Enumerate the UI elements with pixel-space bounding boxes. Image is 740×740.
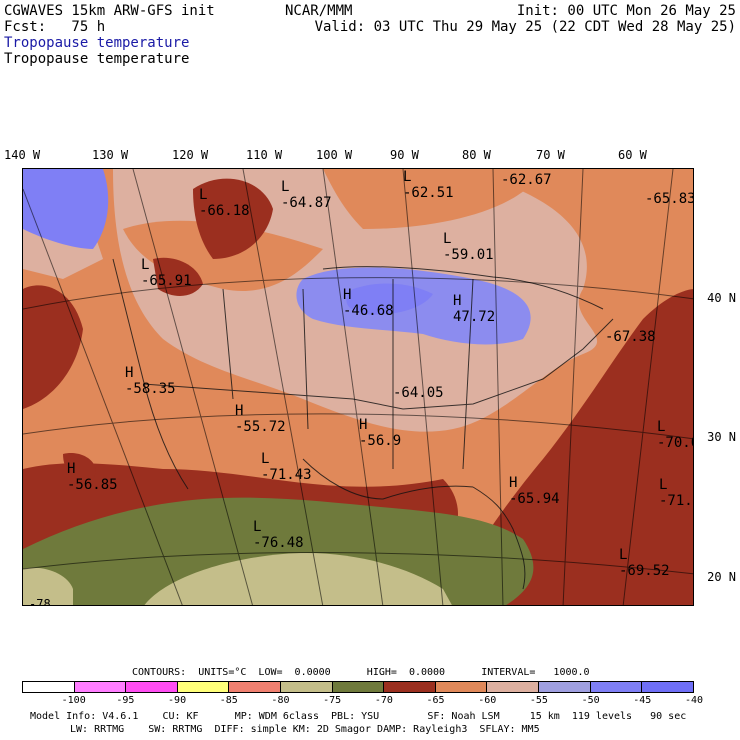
tropopause-temperature-map: L -62.51 -62.67 L -66.18 L -64.87 -65.83 L-…: [22, 168, 694, 606]
extremum-label: L -64.87: [281, 179, 332, 211]
colorbar-segment: [23, 682, 75, 692]
lon-label: 120 W: [172, 148, 209, 162]
colorbar: [22, 681, 694, 693]
colorbar-tick-label: -85: [219, 695, 238, 706]
colorbar-tick-label: -100: [61, 695, 86, 706]
forecast-hour: Fcst: 75 h: [4, 19, 106, 35]
model-info-line2: LW: RRTMG SW: RRTMG DIFF: simple KM: 2D …: [70, 724, 540, 735]
colorbar-tick-label: -65: [426, 695, 445, 706]
colorbar-tick-label: -60: [478, 695, 497, 706]
lon-label: 110 W: [246, 148, 283, 162]
extremum-label: L -59.01: [443, 231, 494, 263]
colorbar-segment: [539, 682, 591, 692]
extremum-label: L -71.43: [261, 451, 312, 483]
colorbar-segment: [74, 682, 127, 692]
lon-label: 100 W: [316, 148, 353, 162]
colorbar-segment: [487, 682, 540, 692]
lat-label: 40 N: [707, 291, 736, 305]
model-title: CGWAVES 15km ARW-GFS init: [4, 3, 215, 19]
extremum-label: -65.83: [645, 191, 694, 207]
lon-label: 130 W: [92, 148, 129, 162]
lon-label: 80 W: [462, 148, 491, 162]
extremum-label: L -69.52: [619, 547, 670, 579]
extremum-label: H 47.72: [453, 293, 496, 325]
colorbar-segment: [590, 682, 643, 692]
field-name-blue: Tropopause temperature: [4, 35, 190, 51]
colorbar-tick-label: -45: [633, 695, 652, 706]
lon-label: 70 W: [536, 148, 565, 162]
colorbar-tick-label: -50: [581, 695, 600, 706]
colorbar-tick-label: -90: [168, 695, 187, 706]
extremum-label: L-71.2: [659, 477, 693, 509]
extremum-label: -78: [29, 597, 51, 606]
colorbar-tick-label: -75: [323, 695, 342, 706]
extremum-label: -62.67: [501, 172, 552, 188]
extremum-label: H -55.72: [235, 403, 286, 435]
lon-label: 90 W: [390, 148, 419, 162]
colorbar-tick-label: -40: [684, 695, 704, 706]
extremum-label: H -58.35: [125, 365, 176, 397]
extremum-label: H -65.94: [509, 475, 560, 507]
colorbar-segment: [642, 682, 693, 692]
lat-label: 30 N: [707, 430, 736, 444]
extremum-label: L -62.51: [403, 169, 454, 201]
colorbar-title: CONTOURS: UNITS=°C LOW= 0.0000 HIGH= 0.0…: [132, 667, 590, 678]
colorbar-tick-label: -80: [271, 695, 290, 706]
extremum-label: L -76.48: [253, 519, 304, 551]
lat-label: 20 N: [707, 570, 736, 584]
extremum-label: L -65.91: [141, 257, 192, 289]
colorbar-segment: [332, 682, 385, 692]
extremum-label: H -46.68: [343, 287, 394, 319]
extremum-label: -64.05: [393, 385, 444, 401]
colorbar-segment: [281, 682, 333, 692]
colorbar-tick-label: -55: [529, 695, 548, 706]
extremum-label: -67.38: [605, 329, 656, 345]
extremum-label: H -56.85: [67, 461, 118, 493]
init-time: Init: 00 UTC Mon 26 May 25: [516, 3, 736, 19]
colorbar-tick-label: -95: [116, 695, 135, 706]
colorbar-segment: [435, 682, 488, 692]
colorbar-segment: [126, 682, 178, 692]
extremum-label: H -56.9: [359, 417, 402, 449]
colorbar-segment: [177, 682, 230, 692]
lon-label: 140 W: [4, 148, 41, 162]
colorbar-tick-label: -70: [374, 695, 393, 706]
colorbar-segment: [229, 682, 282, 692]
extremum-label: L-70.0: [657, 419, 693, 451]
model-info-line1: Model Info: V4.6.1 CU: KF MP: WDM 6class…: [30, 711, 687, 722]
valid-time: Valid: 03 UTC Thu 29 May 25 (22 CDT Wed …: [314, 19, 736, 35]
field-name: Tropopause temperature: [4, 51, 190, 67]
extremum-label: L -66.18: [199, 187, 250, 219]
lon-label: 60 W: [618, 148, 647, 162]
map-fields: [23, 169, 693, 605]
colorbar-segment: [384, 682, 436, 692]
center-label: NCAR/MMM: [285, 3, 353, 19]
